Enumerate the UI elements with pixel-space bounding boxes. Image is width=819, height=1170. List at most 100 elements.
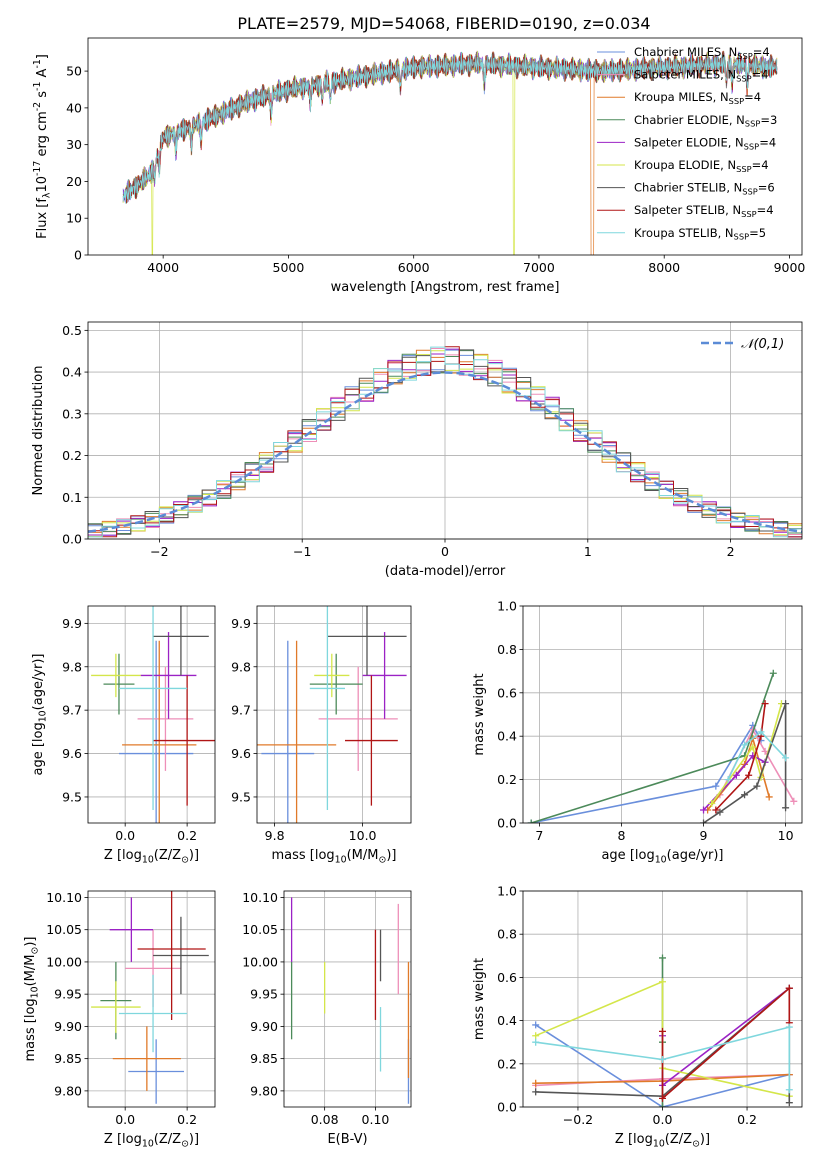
legend-label-5: Salpeter ELODIE, NSSP​=4 [634, 135, 776, 151]
x-tick-label: 10 [778, 828, 794, 843]
x-tick-label: −1 [293, 544, 311, 559]
x-tick-label: −2 [150, 544, 168, 559]
y-tick-label: 9.5 [231, 789, 251, 804]
y-tick-label: 9.90 [54, 1019, 82, 1034]
y-tick-label: 9.8 [231, 659, 251, 674]
axes-frame [256, 605, 412, 824]
weight-marker-6 [708, 799, 716, 807]
x-tick-label: 0.0 [653, 1112, 673, 1127]
weight-marker-7 [782, 804, 790, 812]
weight-marker-7 [782, 700, 790, 708]
weight-marker-7 [532, 1088, 540, 1096]
weight-marker-3 [532, 1079, 540, 1087]
residual-histogram-axes: −2 −1 0 1 2 0.0 0.1 0.2 0.3 0.4 0.5 (data-model)/er… [31, 321, 803, 579]
weight-marker-9 [785, 1086, 793, 1094]
y-tick-label: 0.2 [497, 1056, 517, 1071]
y-tick-label: 30 [66, 137, 82, 152]
x-tick-label: 0 [441, 544, 449, 559]
weight-marker-9 [757, 728, 765, 736]
y-tick-label: 9.5 [62, 789, 82, 804]
x-tick-label: 9.8 [265, 828, 285, 843]
weight-line-5 [661, 987, 790, 1088]
weight-marker-2 [790, 797, 798, 805]
weight-marker-6 [749, 743, 757, 751]
y-tick-label: 0.2 [62, 448, 82, 463]
weight-marker-8 [659, 1027, 666, 1035]
weight-line-2 [719, 728, 795, 802]
legend-label-3: Kroupa MILES, NSSP​=4 [634, 90, 761, 106]
y-tick-label: 9.80 [54, 1083, 82, 1098]
x-axis-label: wavelength [Angstrom, rest frame] [331, 280, 560, 295]
spectrum-legend: Chabrier MILES, NSSP​=4 Salpeter MILES, N… [597, 45, 777, 242]
mass-vs-ebv-axes: 0.08 0.10 9.80 9.85 9.90 9.95 10.00 10.05 10.10 E… [242, 890, 412, 1147]
y-axis-label: Normed distribution [31, 366, 46, 496]
y-tick-label: 0.1 [62, 490, 82, 505]
y-axis-label: mass [log10​(M/M⊙​)] [23, 936, 40, 1061]
axes-frame [87, 605, 216, 824]
legend-label-9: Kroupa STELIB, NSSP​=5 [634, 226, 766, 242]
y-axis-label: age [log10​(age/yr)] [31, 653, 48, 775]
y-tick-label: 10.00 [242, 954, 278, 969]
x-tick-label: 8000 [648, 260, 680, 275]
weight-marker-6 [659, 978, 666, 986]
y-tick-label: 9.85 [250, 1051, 278, 1066]
residual-histogram-plot-area [88, 346, 802, 538]
weight-marker-1 [532, 1021, 540, 1029]
weight-marker-7 [741, 791, 749, 799]
weight-marker-4 [527, 819, 535, 823]
weight-marker-8 [745, 771, 753, 779]
weight-marker-7 [753, 782, 761, 790]
normal-reference-curve [88, 371, 802, 533]
weight-marker-4 [769, 669, 777, 677]
y-tick-label: 0.0 [62, 532, 82, 547]
legend-label-1: Chabrier MILES, NSSP​=4 [634, 45, 770, 61]
axes-frame [283, 890, 412, 1108]
x-tick-label: 0.10 [362, 1112, 390, 1127]
weight-marker-8 [785, 984, 793, 992]
x-tick-label: 6000 [398, 260, 430, 275]
histogram-steps-7 [88, 349, 802, 535]
y-axis-label: mass weight [472, 958, 487, 1040]
y-tick-label: 9.95 [54, 987, 82, 1002]
weight-line-9 [535, 1026, 791, 1090]
y-tick-label: 10.10 [46, 890, 82, 905]
y-tick-label: 9.90 [250, 1019, 278, 1034]
x-axis-label: Z [log10​(Z/Z⊙​)] [104, 848, 199, 865]
weight-marker-3 [765, 793, 773, 801]
histogram-steps-9 [88, 346, 802, 538]
legend-label-7: Chabrier STELIB, NSSP​=6 [634, 181, 775, 197]
weight-marker-5 [732, 771, 740, 779]
y-tick-label: 0.4 [497, 1013, 517, 1028]
y-tick-label: 0.0 [497, 1100, 517, 1115]
x-tick-label: 7000 [523, 260, 555, 275]
weight-line-6 [535, 980, 790, 1097]
x-tick-label: 0.0 [115, 1112, 135, 1127]
mass-weight-vs-age-axes: 7 8 9 10 0.0 0.2 0.4 0.6 0.8 1.0 age [log10​(age/y… [472, 599, 803, 865]
mass-vs-z-plot-area [91, 891, 209, 1104]
y-tick-label: 0.3 [62, 406, 82, 421]
x-tick-label: 10.0 [349, 828, 377, 843]
y-tick-label: 0.5 [62, 323, 82, 338]
x-tick-label: 0.0 [115, 828, 135, 843]
weight-marker-9 [782, 754, 790, 762]
x-tick-label: 5000 [273, 260, 305, 275]
age-vs-mass-plot-area [257, 606, 407, 823]
x-tick-label: 0.2 [177, 1112, 197, 1127]
y-tick-label: 9.80 [250, 1083, 278, 1098]
x-axis-label: Z [log10​(Z/Z⊙​)] [615, 1132, 710, 1149]
y-tick-label: 10.05 [46, 922, 82, 937]
weight-marker-7 [785, 1099, 793, 1107]
y-tick-label: 0.0 [497, 816, 517, 831]
x-axis-label: age [log10​(age/yr)] [601, 848, 723, 865]
y-tick-label: 0.8 [497, 642, 517, 657]
y-tick-label: 1.0 [497, 884, 517, 899]
y-tick-label: 9.9 [62, 616, 82, 631]
weight-marker-6 [532, 1032, 540, 1040]
x-tick-label: 9 [700, 828, 708, 843]
weight-marker-1 [712, 782, 720, 790]
y-tick-label: 10.00 [46, 954, 82, 969]
figure-title: PLATE=2579, MJD=54068, FIBERID=0190, z=0… [237, 14, 650, 33]
y-tick-label: 40 [66, 100, 82, 115]
y-tick-label: 9.6 [231, 746, 251, 761]
